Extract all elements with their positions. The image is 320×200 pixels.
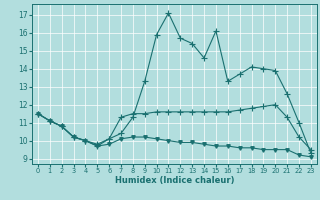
X-axis label: Humidex (Indice chaleur): Humidex (Indice chaleur) bbox=[115, 176, 234, 185]
